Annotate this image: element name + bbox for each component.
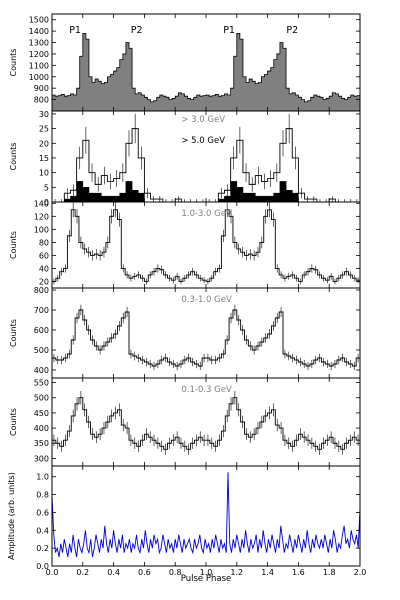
y-tick-label: 15: [39, 154, 49, 163]
y-tick-label: 1300: [29, 39, 49, 48]
peak-label-4: P2: [286, 25, 298, 36]
panel-3: 1.0-3.0 GeV 20 40 60 80 100 120 140 Counts: [9, 199, 361, 289]
y-tick-label: 0.4: [36, 526, 49, 535]
y-tick-label: 350: [34, 439, 49, 448]
series-label-5-1: 0.1-0.3 GeV: [181, 385, 232, 395]
x-tick-label: 1.8: [323, 568, 336, 577]
y-tick-label: 1000: [29, 73, 49, 82]
y-tick-label: 0.8: [36, 491, 49, 500]
y-tick-label: 1100: [29, 61, 49, 70]
series-4-1: [52, 309, 360, 367]
y-tick-label: 10: [39, 169, 49, 178]
y-axis-label: Counts: [9, 408, 18, 436]
y-tick-label: 1200: [29, 50, 49, 59]
y-tick-label: 900: [34, 84, 49, 93]
amplitude-series: [51, 472, 361, 558]
y-tick-label: 500: [34, 346, 49, 355]
x-tick-label: 1.6: [292, 568, 305, 577]
peak-label-2: P2: [131, 25, 143, 36]
series-label-3-1: 1.0-3.0 GeV: [181, 209, 232, 219]
x-tick-label: 1.0: [200, 568, 213, 577]
series-label-2-1: > 3.0 GeV: [181, 115, 225, 125]
series-label-2-2: > 5.0 GeV: [181, 136, 225, 146]
panel-6: 0.0 0.2 0.4 0.6 0.8 1.0 Amplitude (arb. units): [7, 465, 361, 571]
x-axis-label: Pulse Phase: [181, 574, 231, 584]
y-tick-label: 800: [34, 286, 49, 295]
panel-1-area-series: [51, 33, 361, 112]
x-axis: 0.0 0.2 0.4 0.6 0.8 1.0 1.2 1.4 1.6 1.8 2.0: [46, 568, 367, 577]
x-tick-label: 0.0: [46, 568, 59, 577]
peak-label-3: P1: [223, 25, 235, 36]
x-tick-label: 1.4: [261, 568, 274, 577]
y-tick-label: 40: [39, 264, 49, 273]
x-tick-label: 0.6: [138, 568, 151, 577]
series-5-1: [52, 397, 360, 450]
panel-4: 0.3-1.0 GeV 400 500 600 700 800 Counts: [9, 286, 361, 379]
y-tick-label: 400: [34, 366, 49, 375]
y-tick-label: 0.0: [36, 562, 49, 571]
panel-2: > 3.0 GeV > 5.0 GeV 0 5 10 15 20 25 30 Counts: [9, 110, 361, 207]
y-tick-label: 100: [34, 225, 49, 234]
y-tick-label: 1500: [29, 16, 49, 25]
x-tick-label: 0.2: [76, 568, 89, 577]
y-tick-label: 5: [44, 183, 49, 192]
panel-frame: [51, 465, 361, 567]
y-axis-label: Counts: [9, 319, 18, 347]
y-tick-label: 700: [34, 306, 49, 315]
y-tick-label: 60: [39, 251, 49, 260]
y-tick-label: 0: [44, 198, 49, 207]
y-tick-label: 25: [39, 125, 49, 134]
x-tick-label: 2.0: [354, 568, 367, 577]
y-axis-label: Counts: [9, 231, 18, 259]
x-tick-label: 0.4: [107, 568, 120, 577]
y-tick-label: 20: [39, 139, 49, 148]
y-tick-label: 20: [39, 277, 49, 286]
y-tick-label: 1400: [29, 27, 49, 36]
y-axis-label: Amplitude (arb. units): [7, 472, 16, 560]
y-axis-label: Counts: [9, 49, 18, 77]
y-tick-label: 300: [34, 454, 49, 463]
y-tick-label: 450: [34, 409, 49, 418]
y-tick-label: 30: [39, 110, 49, 119]
series-label-4-1: 0.3-1.0 GeV: [181, 295, 232, 305]
y-tick-label: 800: [34, 96, 49, 105]
series-3-1: [52, 209, 360, 282]
panel-5: 0.1-0.3 GeV 300 350 400 450 500 550 Counts: [9, 377, 361, 467]
y-tick-label: 400: [34, 424, 49, 433]
x-tick-label: 1.2: [230, 568, 243, 577]
panels: P1 P2 P1 P2800900100011001200130014001500Co…: [7, 13, 361, 571]
y-tick-label: 1.0: [36, 473, 49, 482]
peak-label-1: P1: [69, 25, 81, 36]
y-tick-label: 140: [34, 199, 49, 208]
y-tick-label: 0.2: [36, 544, 49, 553]
y-tick-label: 0.6: [36, 508, 49, 517]
y-tick-label: 500: [34, 394, 49, 403]
y-axis-label: Counts: [9, 143, 18, 171]
y-tick-label: 550: [34, 379, 49, 388]
x-tick-label: 0.8: [169, 568, 182, 577]
panel-1: P1 P2 P1 P2 800 900 1000 1100 1200 1300 1400 1500 Co…: [9, 13, 361, 112]
y-tick-label: 600: [34, 326, 49, 335]
y-tick-label: 120: [34, 212, 49, 221]
y-tick-label: 80: [39, 238, 49, 247]
